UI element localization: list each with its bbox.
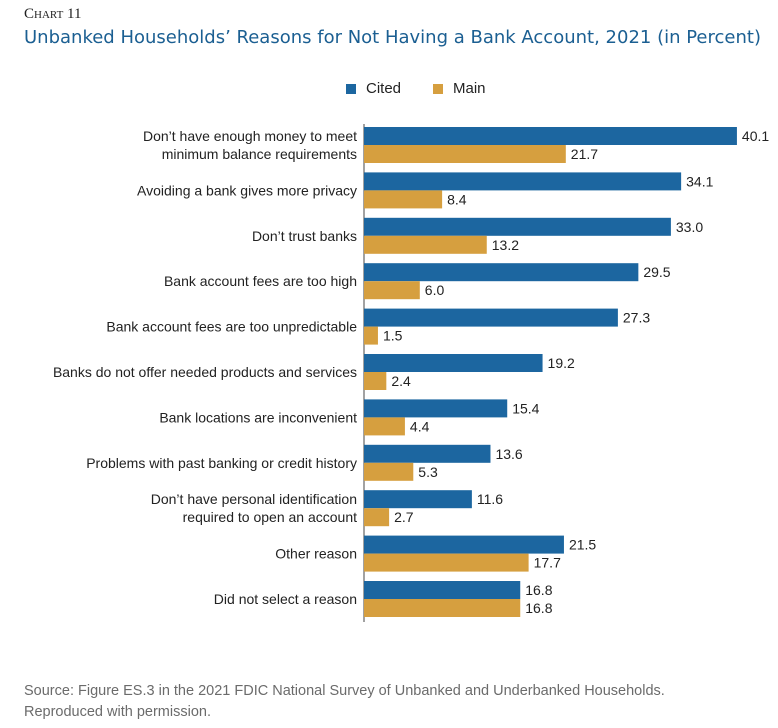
category-label-8-0: Don’t have personal identification: [151, 491, 357, 507]
bar-main-4: [364, 326, 378, 345]
data-label-cited-8: 11.6: [477, 491, 503, 507]
bar-cited-0: [364, 127, 737, 145]
category-label-2-0: Don’t trust banks: [252, 228, 357, 244]
bar-cited-7: [364, 444, 491, 463]
data-label-cited-5: 19.2: [548, 355, 575, 371]
category-label-4-0: Bank account fees are too unpredictable: [106, 319, 357, 335]
bar-cited-8: [364, 490, 472, 509]
category-label-10-0: Did not select a reason: [214, 591, 357, 607]
data-label-main-10: 16.8: [525, 600, 552, 616]
data-label-main-4: 1.5: [383, 328, 403, 344]
data-label-main-0: 21.7: [571, 146, 598, 162]
category-label-0-1: minimum balance requirements: [162, 146, 357, 162]
data-label-main-9: 17.7: [534, 555, 561, 571]
data-label-cited-0: 40.1: [742, 128, 769, 144]
bar-main-1: [364, 190, 443, 209]
data-label-cited-4: 27.3: [623, 310, 650, 326]
data-label-cited-10: 16.8: [525, 582, 552, 598]
data-label-main-6: 4.4: [410, 418, 430, 434]
data-label-main-1: 8.4: [447, 191, 467, 207]
data-label-main-7: 5.3: [418, 464, 438, 480]
legend-label-cited: Cited: [366, 80, 402, 97]
bar-cited-1: [364, 172, 682, 191]
bar-main-9: [364, 553, 529, 572]
bar-main-5: [364, 372, 387, 390]
data-label-cited-9: 21.5: [569, 537, 596, 553]
source-note: Source: Figure ES.3 in the 2021 FDIC Nat…: [24, 681, 764, 723]
legend-swatch-main: [433, 83, 443, 94]
bar-cited-10: [364, 581, 521, 599]
category-label-1-0: Avoiding a bank gives more privacy: [137, 182, 357, 198]
legend-label-main: Main: [453, 80, 486, 97]
bar-chart-plot: 40.1 21.7 Don’t have enough money to meet m…: [53, 124, 769, 622]
bar-cited-6: [364, 399, 508, 418]
category-label-8-1: required to open an account: [183, 509, 357, 525]
data-label-cited-6: 15.4: [512, 400, 539, 416]
bar-main-3: [364, 281, 420, 300]
source-line-2: Reproduced with permission.: [24, 704, 211, 720]
bar-main-2: [364, 235, 487, 254]
category-label-6-0: Bank locations are inconvenient: [159, 409, 357, 425]
data-label-cited-7: 13.6: [495, 446, 522, 462]
bar-cited-9: [364, 535, 564, 554]
bar-cited-5: [364, 354, 543, 372]
legend-item-main: Main: [433, 80, 486, 97]
data-label-main-2: 13.2: [492, 237, 519, 253]
legend-swatch-cited: [346, 83, 356, 94]
bar-main-0: [364, 145, 566, 163]
bar-main-8: [364, 508, 390, 527]
chart-legend: Cited Main: [0, 80, 778, 100]
category-label-3-0: Bank account fees are too high: [164, 273, 357, 289]
data-label-cited-2: 33.0: [676, 219, 703, 235]
chart-number: Chart 11: [24, 6, 82, 22]
data-label-cited-3: 29.5: [643, 264, 670, 280]
bar-cited-3: [364, 263, 639, 282]
data-label-main-3: 6.0: [425, 282, 445, 298]
bar-cited-4: [364, 308, 618, 327]
category-label-0-0: Don’t have enough money to meet: [143, 128, 357, 144]
source-line-1: Source: Figure ES.3 in the 2021 FDIC Nat…: [24, 683, 665, 699]
category-label-7-0: Problems with past banking or credit his…: [86, 455, 357, 471]
bar-cited-2: [364, 217, 671, 236]
bar-main-6: [364, 417, 405, 436]
data-label-main-5: 2.4: [391, 373, 411, 389]
data-label-cited-1: 34.1: [686, 173, 713, 189]
chart-title: Unbanked Households’ Reasons for Not Hav…: [24, 27, 761, 48]
category-label-5-0: Banks do not offer needed products and s…: [53, 364, 357, 380]
legend-item-cited: Cited: [346, 80, 401, 97]
bar-main-10: [364, 599, 521, 617]
bar-main-7: [364, 462, 414, 481]
data-label-main-8: 2.7: [394, 509, 414, 525]
category-label-9-0: Other reason: [275, 546, 357, 562]
